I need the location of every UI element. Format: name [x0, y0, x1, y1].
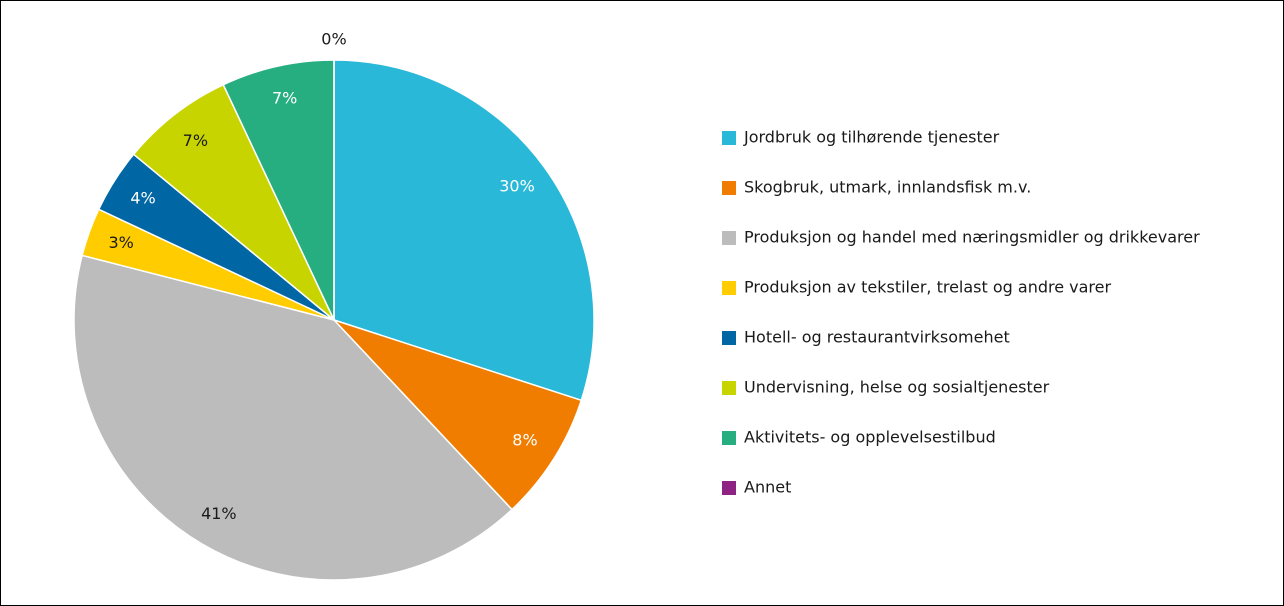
pie-slice	[333, 59, 595, 402]
legend-swatch	[722, 181, 736, 195]
legend-swatch	[722, 131, 736, 145]
legend-swatch	[722, 281, 736, 295]
legend-swatch	[722, 381, 736, 395]
slice-label: 3%	[108, 233, 133, 252]
pie-slice	[333, 319, 583, 511]
legend-swatch	[722, 231, 736, 245]
slice-label: 8%	[512, 431, 537, 450]
legend-label: Jordbruk og tilhørende tjenester	[743, 128, 1000, 147]
legend-swatch	[722, 431, 736, 445]
legend-label: Produksjon av tekstiler, trelast og andr…	[744, 278, 1112, 297]
slice-label: 7%	[272, 89, 297, 108]
pie-slice	[132, 83, 335, 321]
pie-slice	[222, 59, 335, 321]
legend-swatch	[722, 481, 736, 495]
legend-swatch	[722, 331, 736, 345]
slice-label: 30%	[499, 177, 535, 196]
slice-label: 7%	[183, 131, 208, 150]
legend-label: Annet	[744, 478, 791, 497]
legend-label: Skogbruk, utmark, innlandsfisk m.v.	[744, 178, 1031, 197]
legend-label: Hotell- og restaurantvirksomehet	[744, 328, 1010, 347]
legend-label: Aktivitets- og opplevelsestilbud	[744, 428, 996, 447]
legend-label: Produksjon og handel med næringsmidler o…	[744, 228, 1200, 247]
slice-label: 4%	[130, 188, 155, 207]
legend-label: Undervisning, helse og sosialtjenester	[744, 378, 1050, 397]
slice-label: 0%	[321, 30, 346, 49]
pie-slice	[73, 254, 514, 581]
slice-label: 41%	[201, 504, 237, 523]
